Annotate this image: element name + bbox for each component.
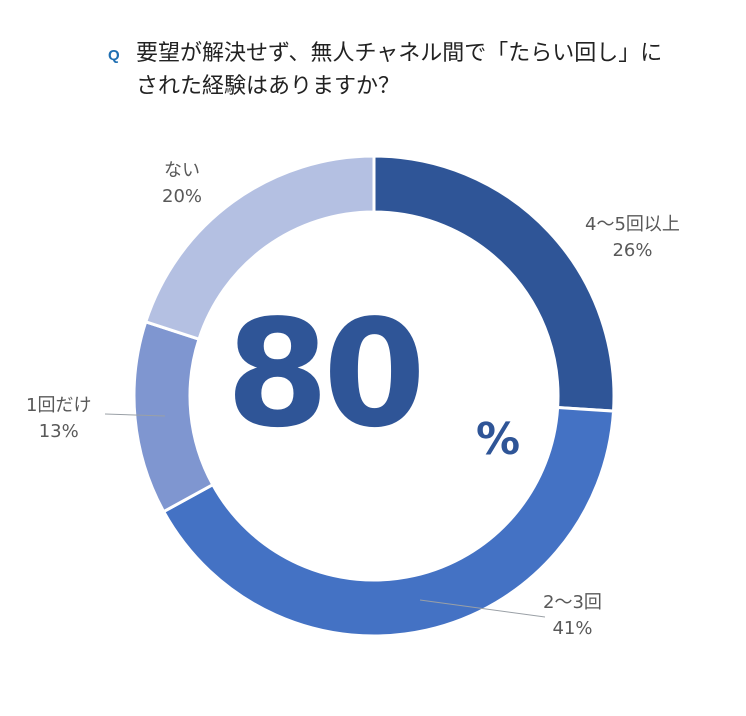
slice-none [143,154,376,342]
question-badge: Q [108,47,120,64]
label-2-3-times-name: 2～3回 [543,592,602,613]
label-once: 1回だけ 13% [26,393,91,445]
center-unit: % [476,414,521,465]
question-line-1: 要望が解決せず、無人チャネル間で「たらい回し」に [136,41,663,66]
label-none: ない 20% [162,158,202,210]
label-none-value: 20% [162,186,203,207]
center-value: 80 [226,288,426,460]
slice-2-3-times [161,405,616,638]
label-4-5-times: 4～5回以上 26% [585,212,680,264]
label-2-3-times: 2～3回 41% [543,590,602,642]
leader-line-once [104,413,166,417]
label-none-name: ない [164,160,200,181]
slice-once [132,319,215,514]
label-once-name: 1回だけ [26,395,92,416]
label-4-5-times-name: 4～5回以上 [585,214,680,235]
label-2-3-times-value: 41% [552,618,593,639]
label-4-5-times-value: 26% [612,240,653,261]
label-once-value: 13% [38,421,79,442]
leader-line-2-3-times [419,599,546,618]
question-title: 要望が解決せず、無人チャネル間で「たらい回し」に された経験はありますか？ [136,37,662,103]
question-line-2: された経験はありますか？ [136,74,401,99]
